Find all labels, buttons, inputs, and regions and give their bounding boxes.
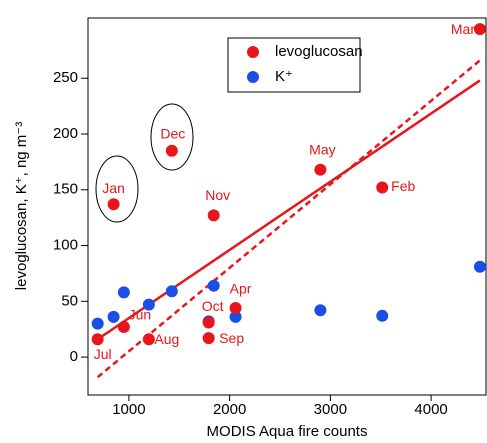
point-label: Sep — [219, 330, 244, 346]
point — [107, 310, 120, 323]
y-tick-label: 100 — [53, 237, 78, 254]
point-label: Nov — [205, 187, 230, 203]
x-tick-label: 2000 — [213, 401, 246, 418]
point — [91, 333, 104, 346]
point-label: Jun — [129, 307, 152, 323]
point — [207, 209, 220, 222]
point — [202, 316, 215, 329]
highlight-ellipse — [95, 155, 139, 223]
point — [117, 320, 130, 333]
y-axis-title: levoglucosan, K⁺, ng m⁻³ — [13, 122, 30, 290]
point — [142, 298, 155, 311]
point-label: Jan — [102, 180, 125, 196]
point-label: Jul — [94, 346, 112, 362]
x-tick-label: 4000 — [414, 401, 447, 418]
point-label: Mar — [451, 21, 475, 37]
point — [473, 260, 486, 273]
point — [142, 333, 155, 346]
point — [107, 198, 120, 211]
legend-label: K⁺ — [275, 68, 293, 85]
legend-marker — [247, 71, 259, 83]
point — [229, 310, 242, 323]
y-tick-label: 250 — [53, 69, 78, 86]
point-label: May — [309, 141, 335, 157]
point — [91, 317, 104, 330]
x-axis-title: MODIS Aqua fire counts — [207, 423, 368, 440]
plot-frame — [87, 17, 487, 396]
point — [376, 181, 389, 194]
legend-marker — [247, 46, 259, 58]
point — [165, 144, 178, 157]
point-label: Dec — [160, 125, 185, 141]
point — [473, 23, 486, 36]
y-tick-label: 50 — [61, 292, 78, 309]
point-label: Oct — [202, 298, 224, 314]
point — [376, 309, 389, 322]
point — [314, 304, 327, 317]
x-tick-label: 1000 — [112, 401, 145, 418]
y-tick-label: 150 — [53, 181, 78, 198]
point — [314, 163, 327, 176]
point — [202, 332, 215, 345]
fit-line — [96, 79, 481, 341]
y-tick-label: 200 — [53, 125, 78, 142]
legend-label: levoglucosan — [275, 43, 363, 60]
point — [117, 286, 130, 299]
point-label: Aug — [154, 331, 179, 347]
fit-line — [96, 59, 481, 379]
point — [207, 279, 220, 292]
highlight-ellipse — [150, 103, 194, 171]
y-tick-label: 0 — [70, 348, 78, 365]
x-tick-label: 3000 — [314, 401, 347, 418]
point-label: Feb — [391, 178, 415, 194]
point-label: Apr — [230, 281, 252, 297]
point — [229, 302, 242, 314]
point — [165, 285, 178, 298]
